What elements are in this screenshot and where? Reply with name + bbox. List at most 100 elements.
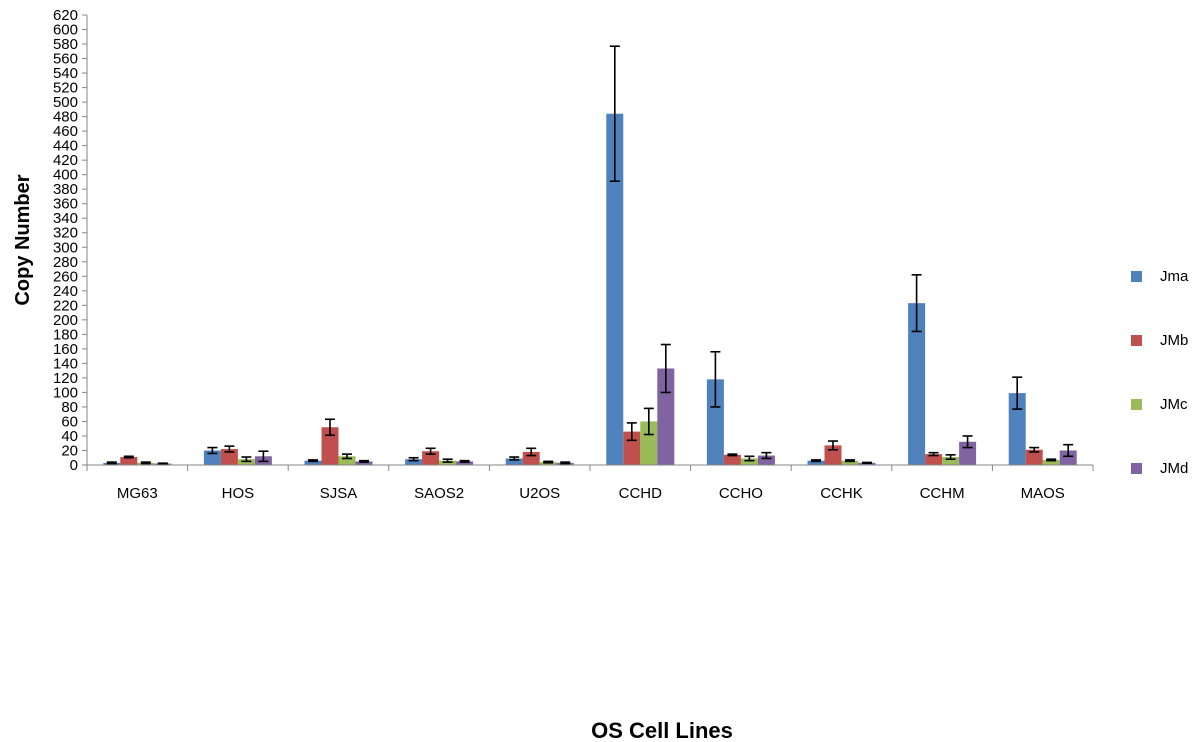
error-bar-JMc-HOS [241,456,252,463]
y-tick-label: 620 [53,7,78,24]
bar-JMc-CCHK [841,460,859,465]
legend-item-JMd: JMd [1131,460,1188,477]
y-tick-label: 200 [53,312,78,329]
error-bar-JMd-CCHD [660,343,671,394]
bar-Jma-CCHM [908,303,926,465]
error-bar-JMb-MG63 [123,455,134,459]
y-tick-label: 540 [53,65,78,82]
error-bar-JMd-CCHK [862,461,872,464]
error-bar-Jma-SJSA [308,459,318,463]
legend-swatch [1131,335,1142,346]
error-bar-JMc-SAOS2 [442,458,453,463]
y-tick-label: 60 [61,413,78,430]
x-tick-label: U2OS [519,485,560,502]
y-tick-label: 560 [53,51,78,68]
y-tick-label: 600 [53,22,78,39]
y-tick-label: 280 [53,254,78,271]
legend-swatch [1131,463,1142,474]
legend: Jma JMb JMc JMd [1131,268,1189,477]
error-bars [106,45,1074,465]
bar-JMb-CCHO [723,454,741,465]
y-axis-ticks: 0204060801001201401601802002202402602803… [53,7,88,474]
error-bar-JMc-CCHD [643,407,654,436]
legend-swatch [1131,271,1142,282]
error-bar-JMb-CCHK [828,440,838,451]
bar-JMb-MG63 [120,457,138,465]
y-tick-label: 520 [53,80,78,97]
bar-JMb-HOS [220,449,238,465]
y-tick-label: 120 [53,370,78,387]
error-bar-JMc-MAOS [1046,458,1057,462]
error-bar-JMc-SJSA [342,453,352,460]
error-bar-JMb-CCHO [727,453,738,457]
y-tick-label: 180 [53,326,78,343]
legend-item-JMb: JMb [1131,332,1188,349]
error-bar-Jma-MAOS [1012,376,1023,410]
y-tick-label: 80 [61,399,78,416]
y-tick-label: 300 [53,239,78,256]
x-tick-label: CCHO [719,485,763,502]
error-bar-JMd-CCHM [962,435,973,449]
y-tick-label: 420 [53,152,78,169]
y-tick-label: 320 [53,225,78,242]
bar-Jma-MAOS [1008,393,1026,465]
y-tick-label: 400 [53,167,78,184]
x-tick-label: CCHD [619,485,662,502]
x-tick-label: CCHM [920,485,965,502]
bar-JMc-CCHO [740,458,758,465]
y-tick-label: 480 [53,109,78,126]
error-bar-JMb-CCHM [928,451,939,457]
error-bar-Jma-CCHM [911,274,922,333]
bar-Jma-SAOS2 [405,459,423,465]
error-bar-JMd-U2OS [560,461,571,465]
error-bar-Jma-CCHK [811,459,821,463]
y-tick-label: 140 [53,355,78,372]
bar-JMc-SJSA [338,456,356,465]
bar-JMd-CCHO [757,455,775,465]
error-bar-JMc-CCHK [845,459,855,463]
legend-label: Jma [1160,268,1189,285]
bar-Jma-U2OS [505,458,523,465]
y-axis-title: Copy Number [12,174,34,305]
bar-Jma-CCHK [807,460,825,465]
x-tick-label: CCHK [820,485,863,502]
error-bar-JMd-MAOS [1063,443,1074,458]
y-tick-label: 440 [53,138,78,155]
bar-JMd-MAOS [1059,450,1077,465]
bar-JMb-SJSA [321,427,339,465]
legend-label: JMb [1160,332,1188,349]
y-tick-label: 220 [53,297,78,314]
legend-swatch [1131,399,1142,410]
y-tick-label: 380 [53,181,78,198]
error-bar-JMc-U2OS [543,460,554,464]
y-tick-label: 20 [61,442,78,459]
y-tick-label: 100 [53,384,78,401]
legend-item-Jma: Jma [1131,268,1189,285]
error-bar-JMd-SJSA [359,459,369,463]
legend-label: JMd [1160,460,1188,477]
error-bar-Jma-CCHD [609,45,620,183]
y-tick-label: 0 [70,457,78,474]
error-bar-Jma-SAOS2 [408,456,419,462]
error-bar-Jma-CCHO [710,350,721,408]
x-axis: MG63 HOS SJSA SAOS2 U2OS CCHD CCHO CCHK CCHM MAOS [86,464,1094,502]
error-bar-JMd-CCHO [761,451,772,460]
bar-JMd-SJSA [355,461,373,465]
bar-JMc-MAOS [1042,459,1060,465]
x-tick-label: SJSA [320,485,358,502]
bar-JMd-SAOS2 [456,461,474,465]
y-tick-label: 240 [53,283,78,300]
error-bar-JMb-HOS [224,445,235,453]
error-bar-JMb-CCHD [626,422,637,442]
error-bar-Jma-MG63 [106,461,117,465]
y-tick-label: 580 [53,36,78,53]
y-tick-label: 260 [53,268,78,285]
error-bar-JMc-CCHO [744,455,755,462]
bar-JMb-MAOS [1025,449,1043,465]
x-axis-title: OS Cell Lines [591,718,733,742]
x-tick-label: SAOS2 [414,485,464,502]
error-bar-JMc-MG63 [140,461,151,465]
error-bar-JMd-HOS [258,450,269,463]
